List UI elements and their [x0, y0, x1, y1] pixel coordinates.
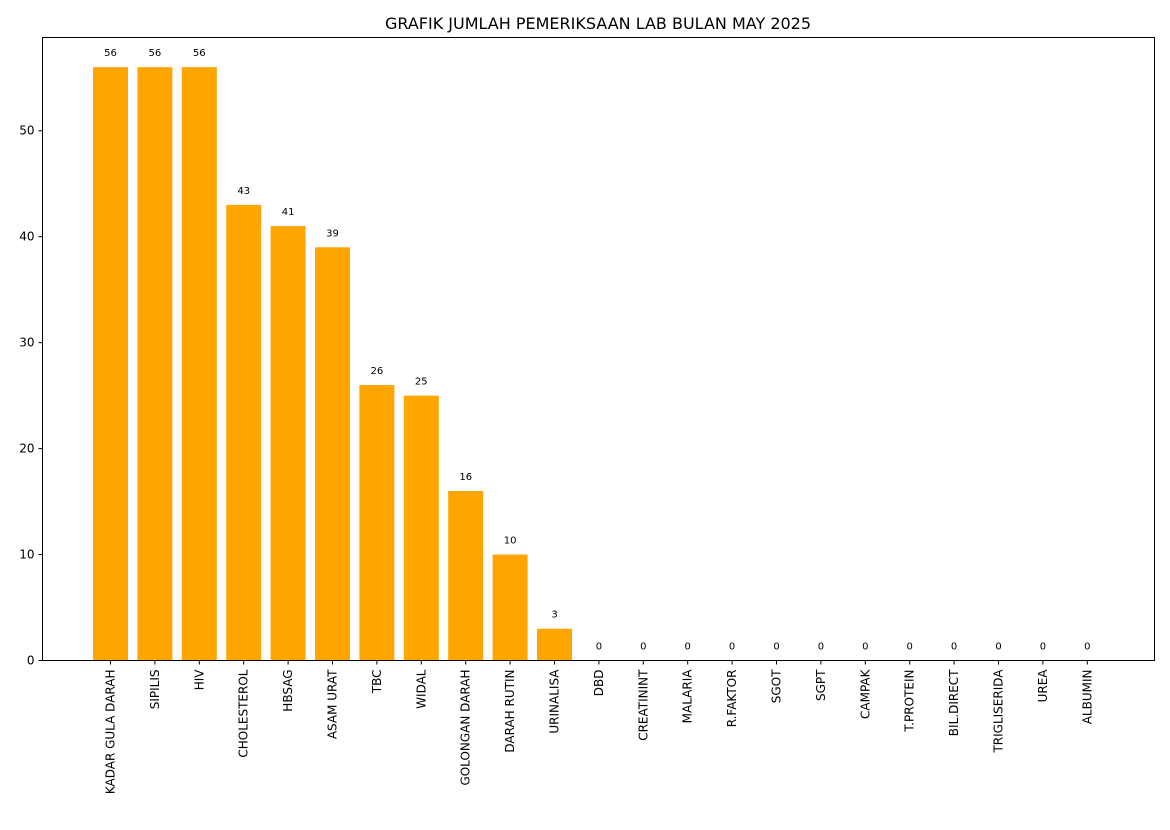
y-tick-label: 0 — [27, 654, 35, 668]
x-tick-label: CHOLESTEROL — [237, 669, 251, 757]
x-tick-label: R.FAKTOR — [725, 670, 739, 728]
x-tick-label: GOLONGAN DARAH — [459, 670, 473, 786]
x-tick-label: UREA — [1036, 669, 1050, 703]
bar — [537, 628, 572, 661]
data-label: 10 — [504, 536, 517, 547]
bar — [315, 247, 350, 661]
x-tick-label: BIL.DIRECT — [947, 669, 961, 736]
x-tick-label: CAMPAK — [858, 668, 872, 719]
data-label: 0 — [1040, 642, 1046, 653]
bar — [137, 67, 173, 661]
x-tick-label: KADAR GULA DARAH — [104, 670, 118, 795]
x-tick-label: SGOT — [770, 669, 784, 703]
data-label: 25 — [415, 377, 428, 388]
data-label: 0 — [995, 642, 1001, 653]
y-tick-label: 50 — [19, 124, 34, 138]
x-tick-label: MALARIA — [681, 669, 695, 724]
data-label: 26 — [371, 366, 384, 377]
data-label: 0 — [907, 642, 913, 653]
y-tick-label: 40 — [19, 230, 34, 244]
plot-frame — [42, 37, 1155, 661]
x-tick-label: HBSAG — [281, 670, 295, 712]
x-tick-label: URINALISA — [548, 669, 562, 734]
x-tick-label: HIV — [192, 669, 206, 691]
data-label: 0 — [862, 642, 868, 653]
y-tick-label: 20 — [19, 442, 34, 456]
bar — [492, 554, 528, 661]
data-label: 0 — [818, 642, 824, 653]
data-label: 56 — [104, 48, 117, 59]
y-tick-label: 10 — [19, 548, 34, 562]
x-tick-label: DBD — [592, 670, 606, 697]
data-label: 3 — [551, 610, 557, 621]
bar — [448, 490, 484, 661]
y-tick-label: 30 — [19, 336, 34, 350]
bar — [226, 204, 262, 661]
data-label: 43 — [237, 186, 250, 197]
data-label: 0 — [685, 642, 691, 653]
x-tick-label: DARAH RUTIN — [503, 670, 517, 753]
data-label: 0 — [729, 642, 735, 653]
x-tick-label: WIDAL — [414, 669, 428, 709]
data-label: 0 — [951, 642, 957, 653]
x-tick-label: TBC — [370, 670, 384, 695]
bar — [181, 67, 217, 661]
data-label: 0 — [596, 642, 602, 653]
data-label: 0 — [773, 642, 779, 653]
bar — [270, 226, 306, 661]
bar — [93, 67, 128, 661]
bar — [359, 385, 395, 661]
x-tick-label: ASAM URAT — [326, 669, 340, 739]
data-label: 0 — [1084, 642, 1090, 653]
x-tick-label: T.PROTEIN — [903, 670, 917, 733]
data-label: 41 — [282, 207, 295, 218]
x-tick-label: SIPILIS — [148, 670, 162, 710]
data-label: 56 — [193, 48, 206, 59]
x-axis: KADAR GULA DARAH SIPILIS HIV CHOLESTEROL HBS… — [104, 660, 1094, 795]
data-label: 16 — [459, 472, 472, 483]
data-labels-layer: 56 56 56 43 41 39 26 25 16 10 3 0 0 0 0 0 0 0 0 0 0 0 0 — [104, 48, 1090, 652]
x-tick-label: TRIGLISERIDA — [992, 669, 1006, 754]
bar — [403, 395, 439, 661]
bars-layer — [93, 67, 572, 661]
x-tick-label: SGPT — [814, 669, 828, 701]
x-tick-label: CREATININT — [636, 669, 650, 741]
data-label: 56 — [149, 48, 162, 59]
y-axis: 0 10 20 30 40 50 — [19, 124, 43, 668]
x-tick-label: ALBUMIN — [1080, 670, 1094, 725]
data-label: 39 — [326, 228, 339, 239]
chart-title: GRAFIK JUMLAH PEMERIKSAAN LAB BULAN MAY … — [385, 14, 811, 33]
data-label: 0 — [640, 642, 646, 653]
